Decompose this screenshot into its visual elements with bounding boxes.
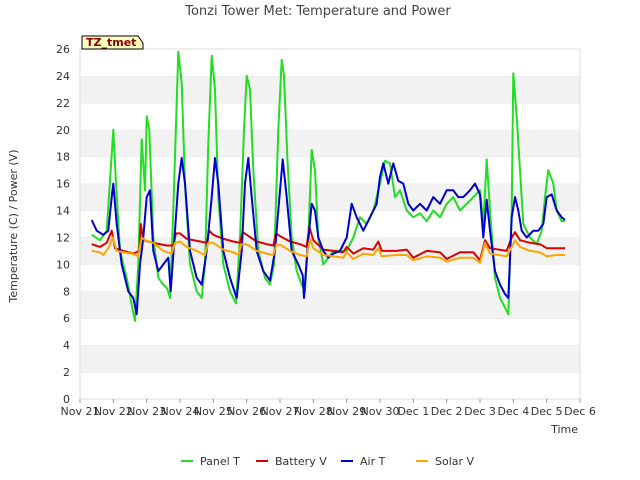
- badge: TZ_tmet: [81, 35, 144, 50]
- grid-band: [80, 75, 580, 103]
- legend-label-battery-v: Battery V: [275, 455, 327, 468]
- x-tick-label: Nov 21: [61, 405, 100, 418]
- y-tick-label: 2: [63, 366, 70, 379]
- y-tick-label: 22: [56, 97, 70, 110]
- x-tick-label: Nov 28: [294, 405, 333, 418]
- grid-band: [80, 291, 580, 319]
- y-tick-label: 0: [63, 393, 70, 406]
- grid-band: [80, 318, 580, 346]
- x-tick-label: Nov 22: [94, 405, 133, 418]
- grid-band: [80, 372, 580, 399]
- grid-band: [80, 183, 580, 211]
- y-tick-label: 12: [56, 231, 70, 244]
- x-tick-label: Dec 2: [431, 405, 463, 418]
- grid-band: [80, 210, 580, 238]
- x-tick-label: Nov 26: [227, 405, 266, 418]
- badge-label: TZ_tmet: [86, 36, 136, 49]
- x-tick-label: Dec 6: [564, 405, 596, 418]
- x-tick-label: Nov 23: [127, 405, 166, 418]
- grid-band: [80, 264, 580, 292]
- grid-bands: [80, 48, 580, 399]
- y-tick-label: 18: [56, 151, 70, 164]
- y-axis-label: Temperature (C) / Power (V): [7, 149, 20, 303]
- y-tick-label: 26: [56, 43, 70, 56]
- chart-title: Tonzi Tower Met: Temperature and Power: [184, 4, 451, 19]
- y-tick-label: 24: [56, 70, 70, 83]
- x-axis-label: Time: [550, 423, 578, 436]
- grid-band: [80, 49, 580, 76]
- series-line-solar-v: [91, 236, 565, 264]
- legend-label-solar-v: Solar V: [435, 455, 475, 468]
- series-line-air-t: [90, 157, 566, 316]
- y-tick-label: 4: [63, 339, 70, 352]
- y-tick-label: 16: [56, 178, 70, 191]
- grid-band: [80, 102, 580, 130]
- badge-shape: [81, 35, 144, 50]
- legend: Panel T Battery V Air T Solar V: [181, 455, 475, 468]
- grid-band: [80, 156, 580, 184]
- y-tick-label: 6: [63, 312, 70, 325]
- x-tick-label: Dec 4: [497, 405, 529, 418]
- y-tick-label: 20: [56, 124, 70, 137]
- y-tick-label: 8: [63, 285, 70, 298]
- x-tick-label: Dec 1: [397, 405, 429, 418]
- series-lines: [90, 50, 566, 322]
- legend-label-air-t: Air T: [360, 455, 386, 468]
- legend-label-panel-t: Panel T: [200, 455, 240, 468]
- plot-area: [79, 48, 581, 400]
- plot-frame: [79, 48, 581, 400]
- x-tick-label: Nov 27: [261, 405, 300, 418]
- x-tick-label: Nov 29: [327, 405, 366, 418]
- y-tick-label: 10: [56, 258, 70, 271]
- x-tick-label: Dec 3: [464, 405, 496, 418]
- x-tick-label: Nov 24: [161, 405, 200, 418]
- grid-band: [80, 345, 580, 373]
- x-tick-label: Nov 30: [361, 405, 400, 418]
- grid-band: [80, 129, 580, 157]
- x-tick-label: Nov 25: [194, 405, 233, 418]
- y-tick-label: 14: [56, 205, 70, 218]
- x-tick-label: Dec 5: [531, 405, 563, 418]
